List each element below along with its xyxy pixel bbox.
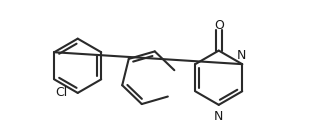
Text: Cl: Cl [56, 86, 68, 99]
Text: N: N [237, 49, 246, 62]
Text: O: O [214, 19, 224, 32]
Text: N: N [214, 110, 223, 123]
